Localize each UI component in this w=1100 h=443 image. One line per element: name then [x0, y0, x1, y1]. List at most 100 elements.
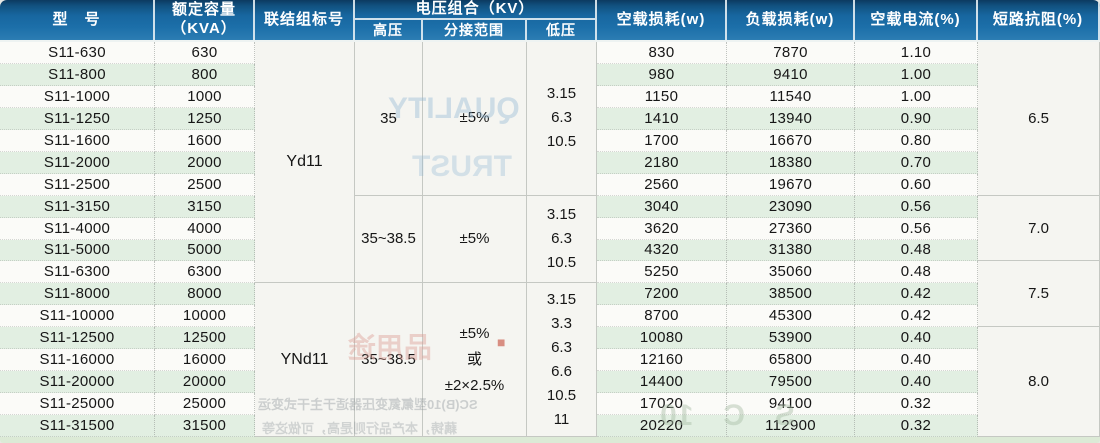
cell-load-loss: 11540 — [727, 85, 855, 108]
cell-load-loss: 27360 — [727, 217, 855, 240]
cell-impedance: 8.0 — [978, 327, 1100, 437]
cell-no-load-current: 0.32 — [855, 415, 978, 437]
cell-model: S11-25000 — [0, 393, 155, 416]
cell-model: S11-630 — [0, 42, 155, 64]
cell-model: S11-5000 — [0, 239, 155, 262]
cell-load-loss: 23090 — [727, 195, 855, 218]
cell-load-loss: 31380 — [727, 239, 855, 262]
cell-tap-range-line: ±2×2.5% — [444, 376, 505, 394]
table-header: 型 号 额定容量 （KVA） 联结组标号 电压组合（KV） 高压 分接范围 低压… — [0, 0, 1100, 42]
cell-lv-voltage-line: 10.5 — [546, 386, 577, 404]
cell-impedance: 7.0 — [978, 195, 1100, 262]
cell-hv-voltage: 35 — [355, 42, 423, 196]
cell-no-load-loss: 20220 — [597, 415, 727, 437]
cell-lv-voltage-line: 3.3 — [551, 314, 572, 332]
cell-lv-voltage-line: 11 — [553, 410, 570, 428]
cell-load-loss: 94100 — [727, 393, 855, 416]
cell-load-loss: 19670 — [727, 173, 855, 196]
cell-no-load-loss: 1700 — [597, 129, 727, 152]
header-connection: 联结组标号 — [255, 0, 355, 40]
cell-hv-voltage: 35~38.5 — [355, 283, 423, 437]
cell-lv-voltage-line: 10.5 — [546, 133, 577, 151]
cell-no-load-current: 0.48 — [855, 261, 978, 284]
cell-load-loss: 38500 — [727, 283, 855, 306]
cell-no-load-current: 0.70 — [855, 151, 978, 174]
cell-model: S11-800 — [0, 63, 155, 86]
cell-load-loss: 112900 — [727, 415, 855, 437]
cell-no-load-loss: 1410 — [597, 107, 727, 130]
header-no-load-current: 空载电流(%) — [855, 0, 978, 40]
cell-load-loss: 53900 — [727, 327, 855, 350]
table-body: S11-630 630 830 7870 1.10 S11-800 800 980 9410 1.… — [0, 42, 1100, 437]
cell-kva: 5000 — [155, 239, 255, 262]
cell-no-load-current: 0.60 — [855, 173, 978, 196]
cell-lv-voltage-line: 10.5 — [546, 253, 577, 271]
cell-no-load-loss: 14400 — [597, 371, 727, 394]
cell-no-load-current: 0.42 — [855, 305, 978, 328]
cell-no-load-current: 0.56 — [855, 195, 978, 218]
cell-load-loss: 7870 — [727, 42, 855, 64]
header-lv: 低压 — [527, 20, 597, 40]
cell-kva: 8000 — [155, 283, 255, 306]
cell-no-load-loss: 10080 — [597, 327, 727, 350]
cell-model: S11-31500 — [0, 415, 155, 437]
cell-impedance: 7.5 — [978, 261, 1100, 328]
cell-lv-voltage-line: 6.3 — [551, 109, 572, 127]
cell-model: S11-4000 — [0, 217, 155, 240]
cell-kva: 1000 — [155, 85, 255, 108]
cell-kva: 800 — [155, 63, 255, 86]
cell-lv-voltage: 3.15 6.3 10.5 — [527, 195, 597, 284]
cell-no-load-loss: 5250 — [597, 261, 727, 284]
cell-model: S11-3150 — [0, 195, 155, 218]
cell-kva: 1600 — [155, 129, 255, 152]
cell-no-load-current: 0.40 — [855, 327, 978, 350]
header-model: 型 号 — [0, 0, 155, 40]
cell-kva: 1250 — [155, 107, 255, 130]
header-capacity: 额定容量 （KVA） — [155, 0, 255, 40]
header-tap-range: 分接范围 — [423, 20, 527, 40]
header-load-loss: 负载损耗(w) — [727, 0, 855, 40]
cell-load-loss: 35060 — [727, 261, 855, 284]
cell-no-load-loss: 17020 — [597, 393, 727, 416]
cell-tap-range: ±5% — [423, 195, 527, 284]
cell-lv-voltage-line: 6.3 — [551, 229, 572, 247]
cell-kva: 3150 — [155, 195, 255, 218]
cell-lv-voltage-line: 3.15 — [546, 85, 577, 103]
cell-no-load-loss: 830 — [597, 42, 727, 64]
cell-load-loss: 13940 — [727, 107, 855, 130]
cell-lv-voltage: 3.15 6.3 10.5 — [527, 42, 597, 196]
cell-no-load-loss: 12160 — [597, 349, 727, 372]
cell-model: S11-1000 — [0, 85, 155, 108]
header-no-load-loss: 空载损耗(w) — [597, 0, 727, 40]
header-capacity-line2: （KVA） — [171, 20, 237, 37]
cell-kva: 4000 — [155, 217, 255, 240]
header-capacity-line1: 额定容量 — [171, 1, 236, 19]
cell-no-load-loss: 1150 — [597, 85, 727, 108]
cell-lv-voltage: 3.15 3.3 6.3 6.6 10.5 11 — [527, 283, 597, 437]
cell-kva: 20000 — [155, 371, 255, 394]
cell-kva: 630 — [155, 42, 255, 64]
cell-tap-range-line: ±5% — [459, 324, 490, 342]
cell-no-load-current: 0.90 — [855, 107, 978, 130]
cell-tap-range: ±5% — [423, 42, 527, 196]
cell-no-load-loss: 8700 — [597, 305, 727, 328]
cell-no-load-current: 0.32 — [855, 393, 978, 416]
cell-no-load-loss: 2180 — [597, 151, 727, 174]
header-hv: 高压 — [355, 20, 423, 40]
cell-kva: 31500 — [155, 415, 255, 437]
cell-no-load-current: 0.56 — [855, 217, 978, 240]
cell-load-loss: 18380 — [727, 151, 855, 174]
page-bottom-strip — [0, 437, 1100, 443]
cell-load-loss: 9410 — [727, 63, 855, 86]
cell-kva: 2000 — [155, 151, 255, 174]
cell-load-loss: 79500 — [727, 371, 855, 394]
cell-no-load-current: 0.40 — [855, 371, 978, 394]
cell-lv-voltage-line: 3.15 — [546, 205, 577, 223]
cell-lv-voltage-line: 3.15 — [546, 290, 577, 308]
cell-no-load-current: 0.80 — [855, 129, 978, 152]
cell-tap-range-line: 或 — [466, 350, 482, 368]
cell-impedance: 6.5 — [978, 42, 1100, 196]
cell-tap-range-line: ±5% — [459, 109, 490, 127]
cell-no-load-current: 0.48 — [855, 239, 978, 262]
